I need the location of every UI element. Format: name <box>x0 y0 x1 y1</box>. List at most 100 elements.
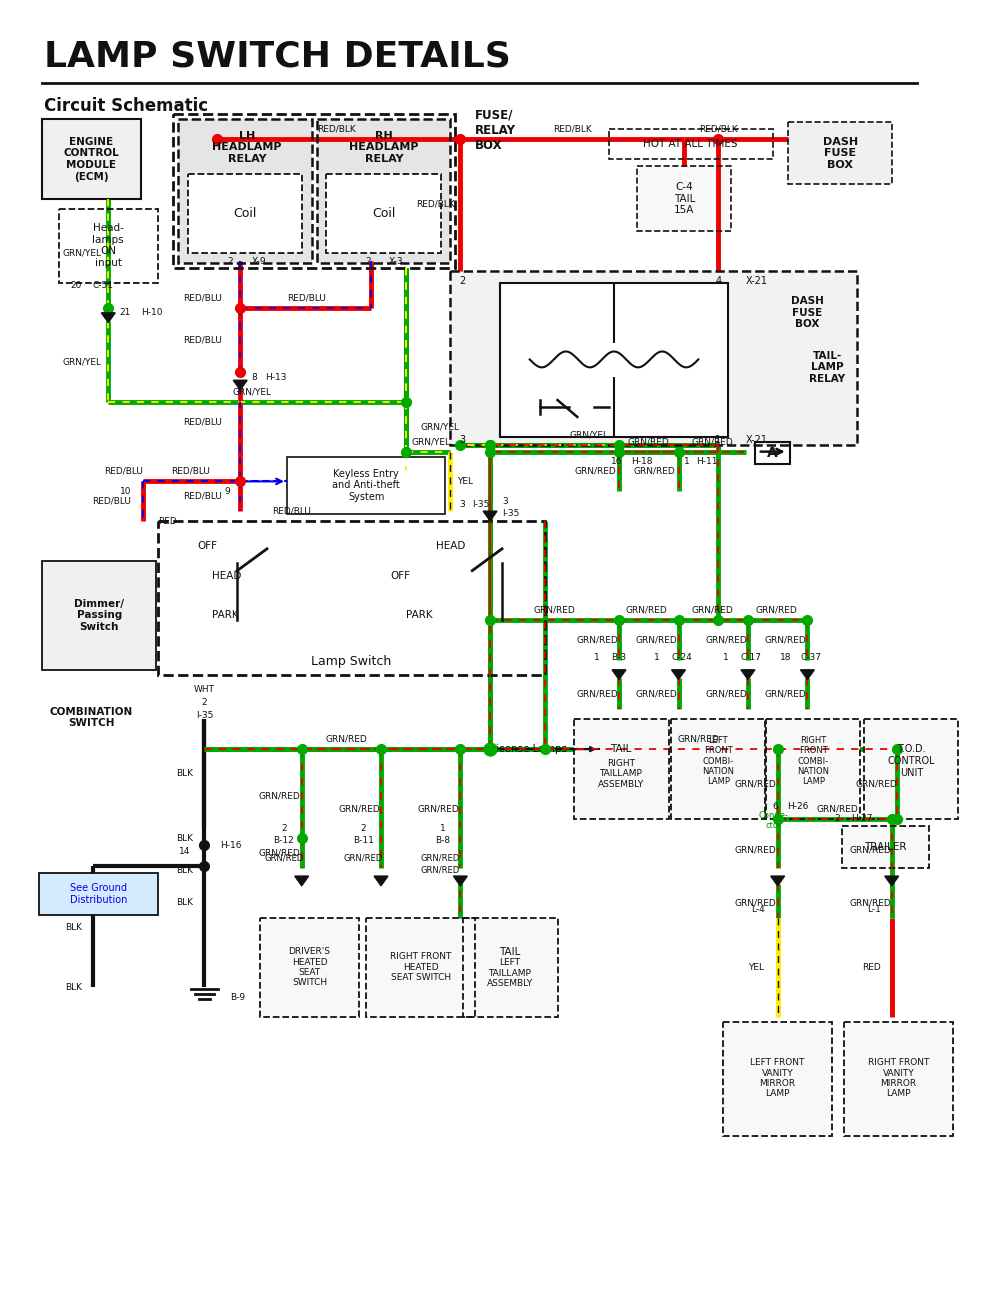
Text: GRN/RED: GRN/RED <box>816 804 858 813</box>
Text: GRN/RED: GRN/RED <box>756 606 798 615</box>
Polygon shape <box>612 670 626 679</box>
Text: 20: 20 <box>70 281 81 290</box>
Text: GRN/RED: GRN/RED <box>849 898 891 907</box>
Text: A: A <box>767 445 778 459</box>
Bar <box>39 873 158 915</box>
Bar <box>42 560 156 670</box>
Text: C-24: C-24 <box>672 653 692 663</box>
Text: B-3: B-3 <box>611 653 626 663</box>
Bar <box>42 119 141 199</box>
Bar <box>188 173 302 254</box>
Bar <box>178 119 312 263</box>
Text: RED: RED <box>863 963 881 972</box>
Text: X-21: X-21 <box>746 276 768 286</box>
Text: GRN/RED: GRN/RED <box>705 690 747 697</box>
Bar <box>463 917 558 1017</box>
Bar <box>326 173 441 254</box>
Text: See Ground
Distribution: See Ground Distribution <box>70 883 127 905</box>
Text: 2: 2 <box>227 256 233 265</box>
Text: WHT: WHT <box>194 685 215 694</box>
Text: OFF: OFF <box>391 571 411 581</box>
Text: GRN/RED: GRN/RED <box>344 854 383 863</box>
Text: RIGHT FRONT
VANITY
MIRROR
LAMP: RIGHT FRONT VANITY MIRROR LAMP <box>868 1058 929 1099</box>
Text: GRN/RED: GRN/RED <box>574 467 616 476</box>
Text: GRN/RED: GRN/RED <box>628 437 670 446</box>
Text: PARK: PARK <box>212 611 239 620</box>
Bar <box>864 719 958 819</box>
Text: GRN/RED: GRN/RED <box>264 854 303 863</box>
Text: 3: 3 <box>459 435 465 445</box>
Text: HOT AT ALL TIMES: HOT AT ALL TIMES <box>643 140 738 149</box>
Text: GRN/RED: GRN/RED <box>634 467 676 476</box>
Text: GRN/RED: GRN/RED <box>576 690 618 697</box>
Text: RED/BLU: RED/BLU <box>92 497 131 506</box>
Text: Coil: Coil <box>372 207 396 220</box>
Text: GRN/RED: GRN/RED <box>636 635 678 644</box>
Text: RED/BLU: RED/BLU <box>183 335 222 344</box>
Bar <box>450 272 857 445</box>
Text: Dimmer/
Passing
Switch: Dimmer/ Passing Switch <box>74 599 124 631</box>
Text: T.O.D.
CONTROL
UNIT: T.O.D. CONTROL UNIT <box>888 744 935 778</box>
Text: Keyless Entry
and Anti-theft
System: Keyless Entry and Anti-theft System <box>332 468 400 502</box>
Polygon shape <box>295 876 309 886</box>
Text: GRN/RED: GRN/RED <box>691 606 733 615</box>
Text: 6: 6 <box>773 802 779 811</box>
Text: GRN/RED: GRN/RED <box>691 437 733 446</box>
Text: YEL: YEL <box>748 963 764 972</box>
Text: 3: 3 <box>459 499 465 509</box>
Polygon shape <box>453 876 467 886</box>
Text: GRN/RED: GRN/RED <box>626 606 668 615</box>
Text: Conne-
ctor: Conne- ctor <box>759 811 789 831</box>
Bar <box>463 917 558 1017</box>
Bar <box>574 719 669 819</box>
Text: Head-
lamps
ON
input: Head- lamps ON input <box>92 223 124 268</box>
Text: I-35: I-35 <box>196 710 213 719</box>
Text: X-21: X-21 <box>746 435 768 445</box>
Text: BLK: BLK <box>176 833 193 842</box>
Bar <box>609 129 773 159</box>
Text: BLK: BLK <box>65 982 82 991</box>
Text: H-11: H-11 <box>696 457 718 466</box>
Bar <box>366 917 475 1017</box>
Text: H-27: H-27 <box>851 814 872 823</box>
Text: GRN/RED: GRN/RED <box>259 849 301 858</box>
Bar <box>287 457 445 514</box>
Text: C-37: C-37 <box>800 653 821 663</box>
Text: C-51: C-51 <box>93 281 114 290</box>
Text: 1: 1 <box>594 653 600 663</box>
Bar <box>637 166 731 230</box>
Text: 2: 2 <box>281 824 287 833</box>
Text: I-35: I-35 <box>502 509 519 518</box>
Text: BLK: BLK <box>176 866 193 875</box>
Bar <box>260 917 359 1017</box>
Text: COMBINATION
SWITCH: COMBINATION SWITCH <box>50 707 133 729</box>
Text: 10: 10 <box>120 487 131 496</box>
Text: RED/BLU: RED/BLU <box>287 294 326 303</box>
Text: 2: 2 <box>834 814 840 823</box>
Text: GRN/YEL: GRN/YEL <box>421 422 460 431</box>
Text: HEAD: HEAD <box>212 571 242 581</box>
Text: Coil: Coil <box>233 207 257 220</box>
Text: GRN/RED: GRN/RED <box>338 804 380 813</box>
Text: H-26: H-26 <box>788 802 809 811</box>
Bar <box>287 457 445 514</box>
Text: GRN/RED: GRN/RED <box>325 735 367 744</box>
Text: LH
HEADLAMP
RELAY: LH HEADLAMP RELAY <box>212 131 282 164</box>
Text: B-12: B-12 <box>273 836 294 845</box>
Polygon shape <box>483 511 497 521</box>
Text: GRN/RED: GRN/RED <box>856 779 898 788</box>
Text: GRN/RED: GRN/RED <box>765 690 806 697</box>
Bar <box>864 719 958 819</box>
Bar <box>723 1022 832 1136</box>
Text: GRN/YEL: GRN/YEL <box>62 358 101 367</box>
Text: H-10: H-10 <box>141 308 163 317</box>
Text: LEFT
TAILLAMP
ASSEMBLY: LEFT TAILLAMP ASSEMBLY <box>487 959 533 989</box>
Text: 8: 8 <box>251 373 257 382</box>
Text: RED/BLU: RED/BLU <box>171 467 210 476</box>
Bar <box>723 1022 832 1136</box>
Text: 2: 2 <box>360 824 366 833</box>
Bar <box>844 1022 953 1136</box>
Bar <box>671 719 765 819</box>
Bar <box>671 719 765 819</box>
Text: B-11: B-11 <box>353 836 374 845</box>
